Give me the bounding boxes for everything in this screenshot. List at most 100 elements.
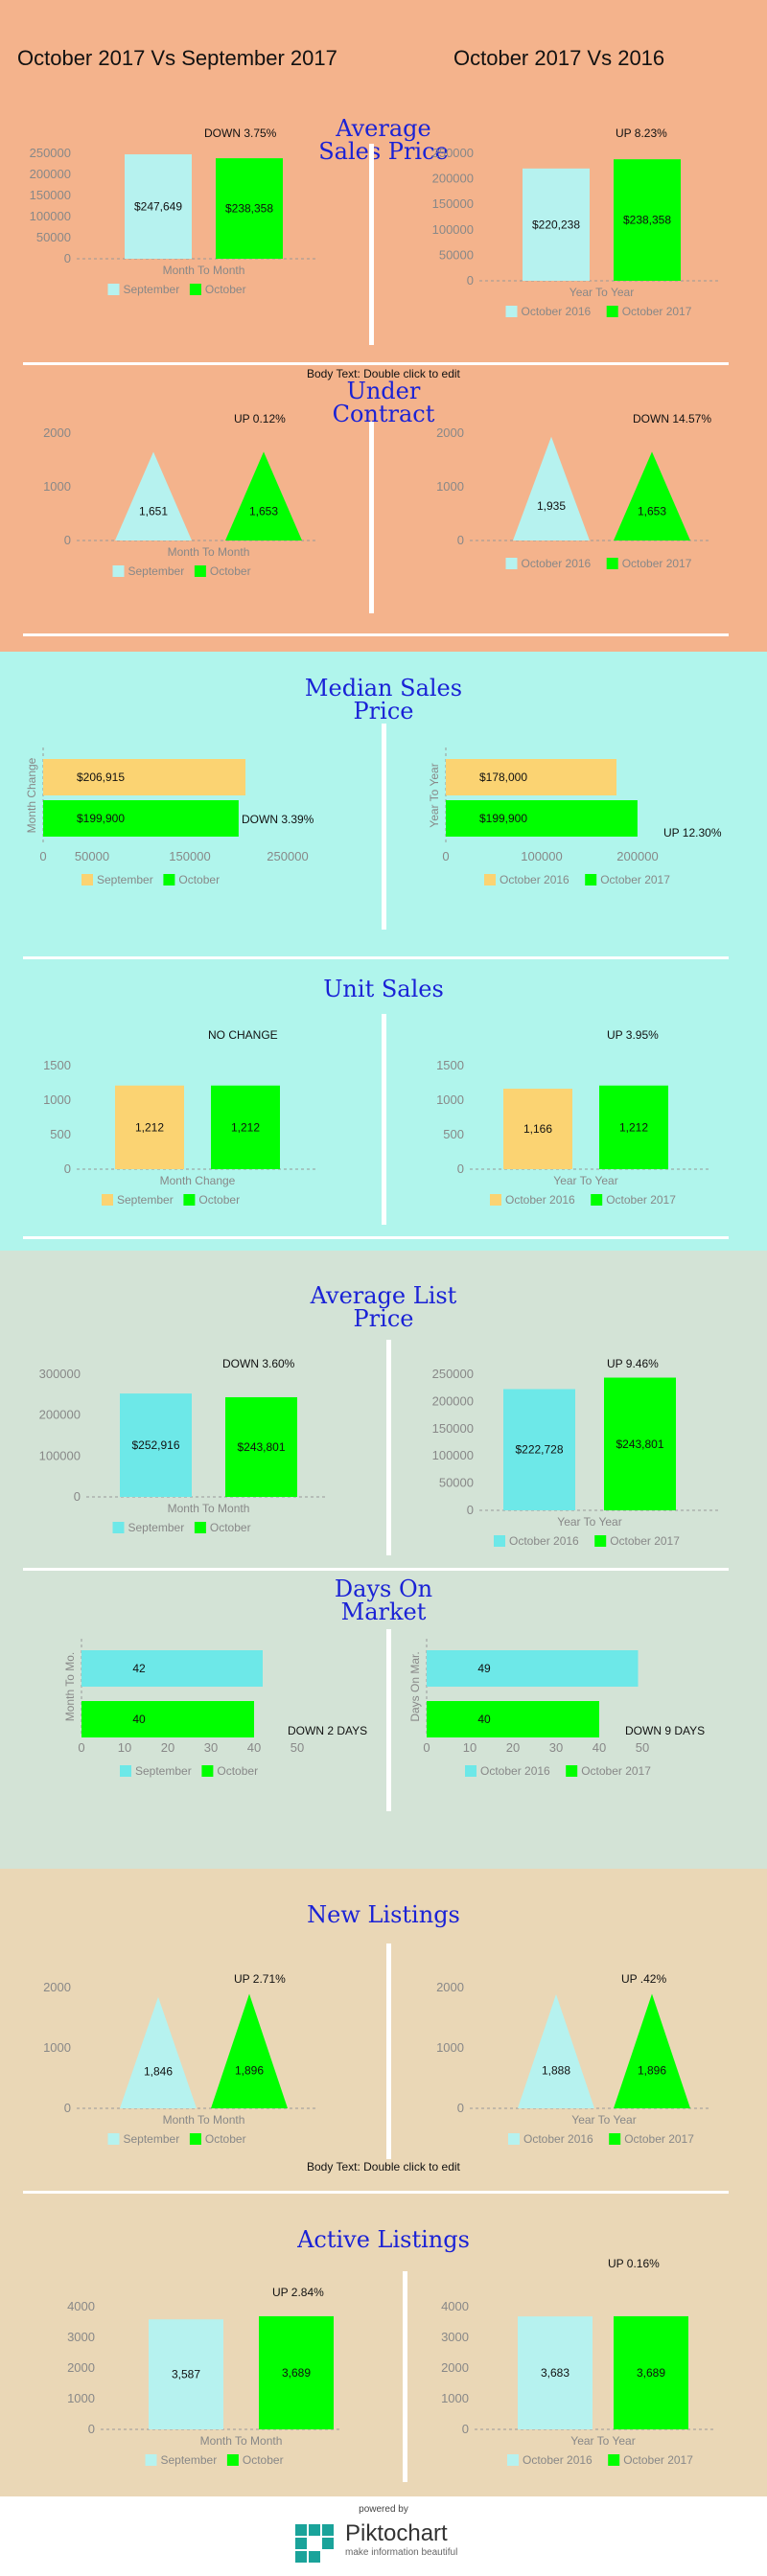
- legend-swatch: [112, 1522, 125, 1533]
- y-tick-label: 50000: [36, 230, 71, 244]
- x-axis-label: Month To Month: [168, 1502, 250, 1515]
- legend-swatch: [608, 2454, 620, 2466]
- y-tick-label: 1500: [436, 1058, 464, 1072]
- y-tick-label: 0: [64, 1162, 71, 1176]
- legend-label: October 2016: [509, 1534, 579, 1548]
- legend-label: October 2017: [610, 1534, 680, 1548]
- data-label: 1,653: [638, 504, 666, 518]
- y-tick-label: 1000: [67, 2391, 95, 2405]
- column-divider: [403, 2271, 407, 2482]
- chart-bar: [225, 451, 302, 540]
- brand-tagline: make information beautiful: [345, 2547, 458, 2558]
- x-tick-label: 0: [39, 849, 46, 863]
- chart-median-month: $206,915 $199,900 0 50000 150000 250000 Month …: [25, 748, 309, 886]
- chart-unit-sales-year: 0 500 1000 1500 1,166 1,212 Year To Year Octobe…: [436, 1058, 709, 1207]
- legend-swatch: [120, 1765, 131, 1777]
- data-label: $247,649: [134, 200, 182, 214]
- legend-label: September: [124, 2132, 180, 2146]
- title-new-listings: New Listings: [307, 1901, 460, 1928]
- piktochart-logo[interactable]: Piktochart make information beautiful: [295, 2520, 487, 2564]
- y-tick-label: 0: [64, 251, 71, 265]
- data-label: $238,358: [225, 202, 273, 216]
- y-axis-label: Days On Mar.: [408, 1651, 422, 1721]
- y-tick-label: 2000: [43, 426, 71, 440]
- x-tick-label: 0: [423, 1740, 430, 1755]
- chart-bar: [120, 1996, 197, 2108]
- x-axis-label: Month To Month: [163, 2113, 245, 2127]
- data-label: 1,846: [144, 2065, 173, 2079]
- y-tick-label: 1000: [43, 479, 71, 494]
- y-tick-label: 150000: [30, 188, 71, 202]
- x-tick-label: 10: [118, 1740, 131, 1755]
- brand-name: Piktochart: [345, 2520, 448, 2546]
- data-label: $243,801: [237, 1440, 285, 1454]
- change-label: UP 9.46%: [607, 1357, 659, 1370]
- chart-bar: [125, 154, 192, 259]
- body-text-note[interactable]: Body Text: Double click to edit: [307, 2160, 460, 2174]
- y-tick-label: 0: [467, 273, 474, 288]
- powered-by-text: powered by: [359, 2504, 408, 2515]
- change-label: DOWN 14.57%: [633, 412, 712, 426]
- legend-swatch: [591, 1194, 603, 1206]
- legend-label: October: [210, 1521, 251, 1534]
- data-label: $199,900: [77, 812, 125, 825]
- legend-label: October 2017: [581, 1764, 651, 1778]
- chart-under-contract-year: 0 1000 2000 1,935 1,653 October 2016 October 2…: [436, 426, 709, 570]
- chart-bar: [614, 1993, 690, 2108]
- column-divider: [386, 1340, 391, 1555]
- y-tick-label: 200000: [30, 167, 71, 181]
- x-tick-label: 0: [442, 849, 449, 863]
- y-tick-label: 500: [443, 1127, 464, 1141]
- chart-bar: [446, 759, 616, 795]
- change-label: DOWN 3.75%: [204, 126, 277, 140]
- x-tick-label: 100000: [521, 849, 562, 863]
- column-divider: [382, 724, 386, 930]
- chart-bar: [225, 1396, 297, 1497]
- data-label: 49: [477, 1662, 491, 1675]
- data-label: 1,651: [139, 504, 168, 518]
- chart-unit-sales-month: 0 500 1000 1500 1,212 1,212 Month Change Septem…: [43, 1058, 316, 1207]
- chart-avg-list-month: 0 100000 200000 300000 $252,916 $243,801 Month…: [39, 1367, 326, 1534]
- chart-avg-list-year: 0 50000 100000 150000 200000 250000 $222,728 $2…: [432, 1367, 719, 1548]
- data-label: 1,896: [235, 2064, 264, 2078]
- divider: [23, 362, 729, 365]
- legend-swatch: [609, 2133, 621, 2145]
- legend-label: October 2016: [505, 1193, 575, 1207]
- legend-label: October 2016: [480, 1764, 550, 1778]
- divider: [23, 956, 729, 959]
- data-label: 1,212: [231, 1120, 260, 1134]
- x-tick-label: 150000: [169, 849, 210, 863]
- legend-swatch: [606, 306, 618, 317]
- legend-label: October 2017: [623, 2453, 693, 2467]
- y-tick-label: 250000: [432, 1367, 474, 1381]
- data-label: $243,801: [616, 1438, 663, 1451]
- y-tick-label: 0: [457, 2101, 464, 2115]
- y-tick-label: 2000: [43, 1980, 71, 1994]
- y-tick-label: 0: [74, 1489, 81, 1504]
- chart-bar: [503, 1389, 575, 1510]
- x-axis-label: Year To Year: [553, 1174, 617, 1187]
- chart-bar: [81, 1650, 263, 1687]
- legend-swatch: [189, 284, 201, 295]
- y-axis-label: Year To Year: [428, 763, 441, 827]
- legend-label: October: [217, 1764, 258, 1778]
- chart-bar: [211, 1085, 280, 1169]
- x-axis-label: Month Change: [160, 1174, 236, 1187]
- chart-bar: [604, 1377, 676, 1510]
- change-label: UP 2.71%: [234, 1972, 286, 1986]
- data-label: 3,689: [282, 2366, 311, 2380]
- column-divider: [369, 144, 374, 345]
- y-tick-label: 1500: [43, 1058, 71, 1072]
- chart-bar: [446, 800, 638, 837]
- data-label: 3,689: [637, 2366, 665, 2380]
- y-tick-label: 150000: [432, 196, 474, 211]
- chart-bar: [81, 1701, 254, 1737]
- y-tick-label: 200000: [39, 1408, 81, 1422]
- y-tick-label: 1000: [43, 1092, 71, 1107]
- data-label: $206,915: [77, 770, 125, 784]
- divider: [23, 1236, 729, 1239]
- y-tick-label: 300000: [39, 1367, 81, 1381]
- body-text-note[interactable]: Body Text: Double click to edit: [307, 367, 460, 380]
- title-avg-sales: Average Sales Price: [318, 115, 449, 165]
- footer-band: [0, 2496, 767, 2576]
